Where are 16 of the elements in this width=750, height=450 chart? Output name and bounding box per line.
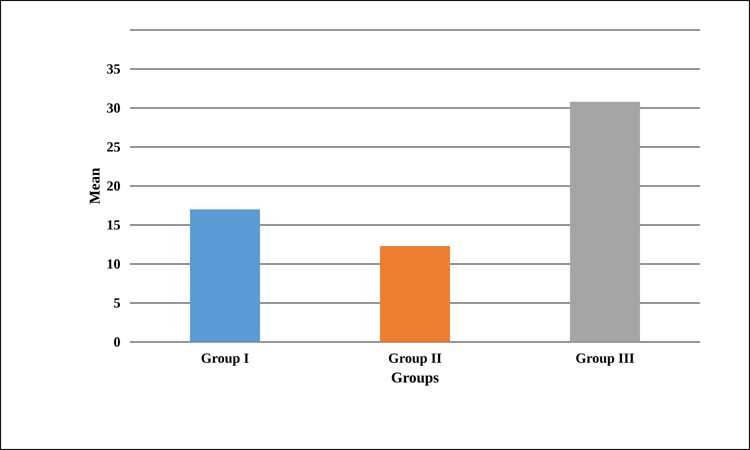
y-tick-label: 15 (108, 220, 120, 230)
y-tick-label: 35 (107, 64, 120, 74)
y-tick-label: 10 (108, 259, 120, 269)
x-tick-label: Group II (388, 354, 442, 366)
y-tick-label: 30 (107, 103, 120, 113)
bar (570, 102, 640, 342)
y-tick-label: 25 (107, 142, 120, 152)
bar (380, 246, 450, 342)
x-tick-label: Group III (576, 354, 634, 366)
y-axis-title: Mean (90, 168, 100, 204)
bar (190, 209, 260, 342)
y-tick-label: 5 (114, 298, 120, 308)
y-tick-label: 0 (114, 337, 120, 347)
x-axis-title: Groups (392, 372, 439, 386)
x-tick-label: Group I (202, 354, 249, 366)
y-tick-label: 20 (107, 181, 120, 191)
